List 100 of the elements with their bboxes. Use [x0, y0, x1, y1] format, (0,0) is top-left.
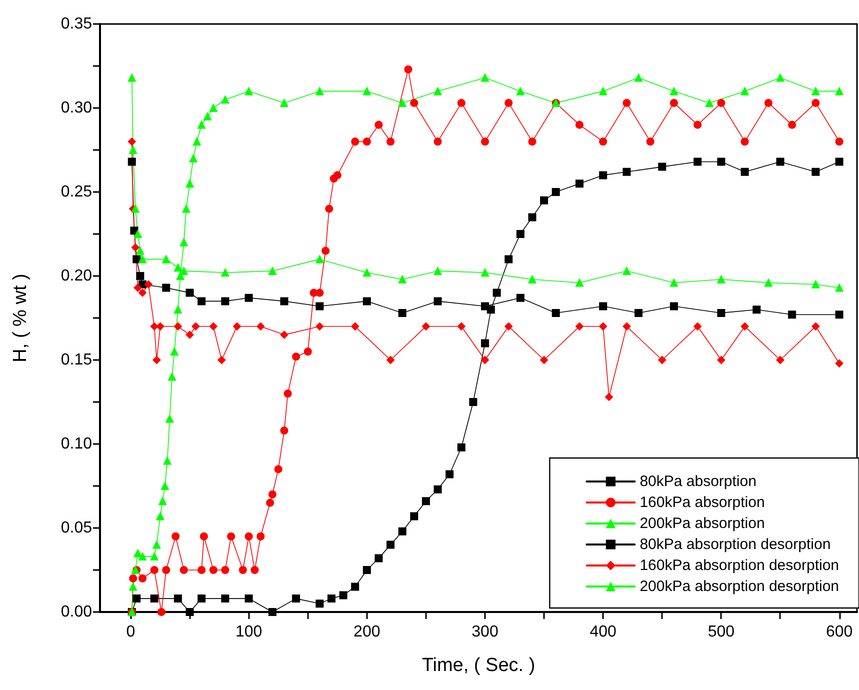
point: [835, 138, 844, 146]
point: [717, 308, 726, 317]
point: [835, 158, 844, 166]
point: [162, 255, 170, 264]
point: [156, 512, 164, 520]
point: [788, 120, 796, 129]
point: [434, 485, 442, 494]
point: [434, 297, 442, 306]
point: [481, 138, 489, 146]
point: [540, 356, 548, 364]
point: [186, 180, 194, 188]
point: [198, 566, 206, 574]
point: [266, 498, 274, 507]
y-tick-label: 0.15: [60, 352, 92, 368]
y-tick-label: 0.25: [60, 184, 92, 200]
point: [221, 268, 230, 277]
point: [492, 288, 501, 297]
point: [434, 138, 442, 146]
point: [172, 532, 180, 540]
point: [316, 600, 324, 608]
point: [322, 246, 330, 255]
point: [256, 532, 265, 540]
point: [156, 322, 164, 330]
point: [575, 180, 584, 188]
point: [552, 308, 560, 317]
point: [304, 348, 312, 356]
point: [129, 574, 138, 582]
point: [232, 322, 241, 330]
point: [132, 255, 141, 264]
point: [351, 582, 360, 591]
point: [150, 594, 158, 603]
point: [144, 280, 152, 288]
y-tick-label: 0.05: [60, 520, 92, 536]
point: [280, 98, 288, 107]
point: [422, 322, 430, 330]
point: [516, 294, 524, 302]
point: [316, 255, 324, 264]
point: [398, 308, 406, 317]
point: [516, 230, 524, 238]
point: [694, 158, 702, 166]
point: [182, 204, 190, 213]
point: [244, 532, 253, 540]
point: [198, 297, 206, 306]
point: [128, 138, 136, 146]
point: [670, 87, 678, 96]
point: [422, 497, 430, 506]
point: [333, 171, 342, 180]
x-tick-label: 400: [590, 624, 617, 640]
point: [362, 87, 371, 96]
point: [221, 96, 230, 104]
point: [203, 112, 212, 120]
point: [457, 98, 466, 107]
point: [528, 213, 536, 222]
x-tick-label: 600: [826, 624, 853, 640]
point: [604, 392, 613, 401]
point: [776, 74, 784, 82]
point: [410, 98, 418, 107]
y-tick-label: 0.00: [60, 604, 92, 620]
point: [170, 348, 178, 356]
point: [280, 330, 288, 339]
legend-label: 160kPa absorption: [640, 494, 765, 511]
point: [316, 322, 324, 330]
point: [740, 168, 749, 176]
point: [634, 74, 643, 82]
y-tick-label: 0.30: [60, 100, 92, 116]
point: [528, 138, 536, 146]
x-axis-title: Time, ( Sec. ): [422, 655, 536, 676]
point: [280, 297, 288, 306]
point: [150, 552, 158, 561]
point: [622, 98, 631, 107]
point: [138, 574, 147, 582]
point: [599, 302, 608, 310]
x-tick-label: 100: [235, 624, 262, 640]
point: [457, 443, 466, 452]
point: [238, 566, 247, 574]
point: [268, 266, 276, 275]
point: [552, 188, 560, 196]
point: [764, 98, 772, 107]
point: [244, 87, 253, 96]
x-tick-label: 0: [126, 624, 136, 640]
point: [209, 566, 218, 574]
point: [362, 268, 371, 277]
point: [158, 497, 167, 506]
legend-label: 80kPa absorption: [640, 473, 756, 490]
point: [362, 138, 371, 146]
point: [198, 120, 206, 129]
point: [292, 594, 300, 603]
point: [128, 158, 136, 166]
point: [209, 322, 218, 330]
point: [717, 275, 726, 284]
point: [540, 196, 548, 204]
point: [599, 322, 608, 330]
point: [186, 288, 194, 297]
point: [163, 456, 172, 465]
point: [129, 582, 138, 591]
point: [292, 352, 300, 361]
legend-label: 160kPa absorption desorption: [640, 557, 840, 574]
point: [152, 540, 161, 549]
y-tick-label: 0.10: [60, 436, 92, 452]
point: [446, 470, 454, 478]
